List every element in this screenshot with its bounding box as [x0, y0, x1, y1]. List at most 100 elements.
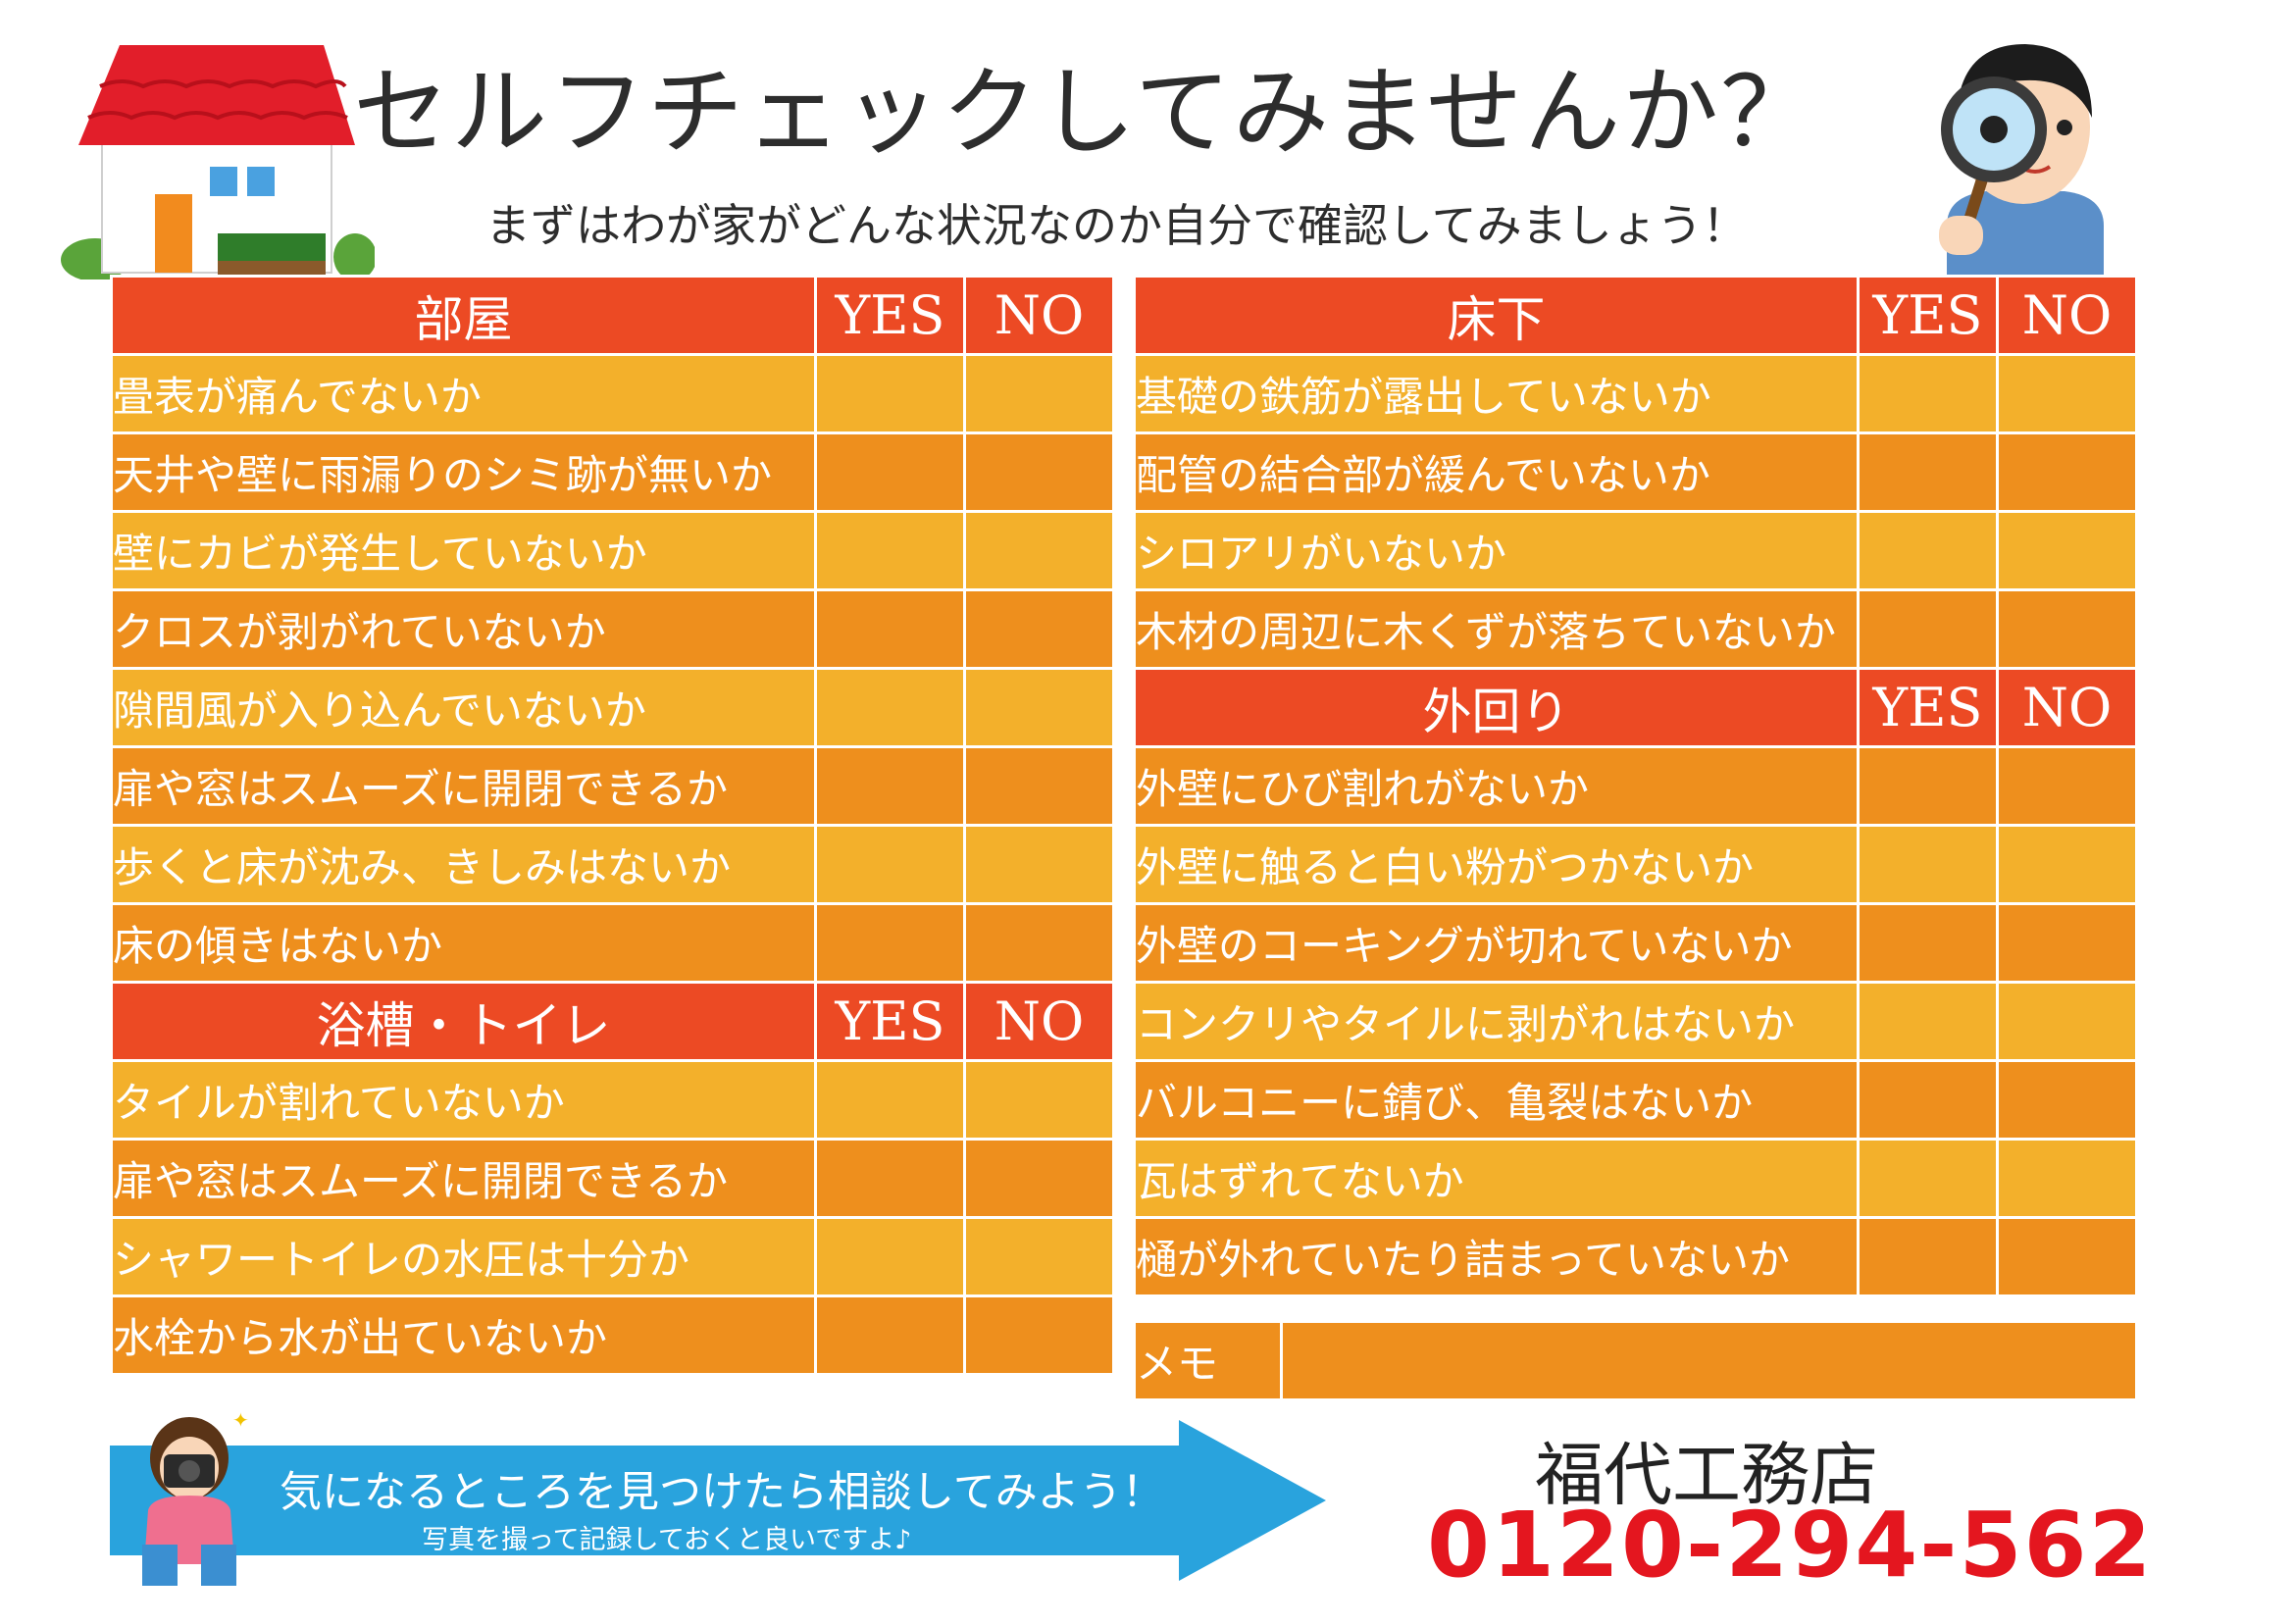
- no-checkbox[interactable]: [1996, 1059, 2138, 1141]
- memo-row: メモ: [1133, 1320, 2138, 1401]
- yes-checkbox[interactable]: [814, 1138, 966, 1219]
- section-header-yukashita: 床下 YES NO: [1133, 275, 2138, 356]
- check-item-label: 水栓から水が出ていないか: [110, 1294, 817, 1376]
- no-checkbox[interactable]: [1996, 510, 2138, 591]
- no-checkbox[interactable]: [963, 824, 1115, 905]
- yes-checkbox[interactable]: [1857, 353, 1999, 434]
- no-checkbox[interactable]: [963, 1059, 1115, 1141]
- memo-field[interactable]: [1280, 1320, 2138, 1401]
- check-item-label: 扉や窓はスムーズに開閉できるか: [110, 745, 817, 827]
- phone-number[interactable]: 0120-294-562: [1427, 1493, 2154, 1598]
- no-checkbox[interactable]: [963, 902, 1115, 984]
- no-checkbox[interactable]: [1996, 902, 2138, 984]
- no-checkbox[interactable]: [963, 1294, 1115, 1376]
- no-checkbox[interactable]: [963, 353, 1115, 434]
- check-row: 基礎の鉄筋が露出していないか: [1133, 353, 2138, 434]
- no-checkbox[interactable]: [1996, 824, 2138, 905]
- page-subtitle: まずはわが家がどんな状況なのか自分で確認してみましょう！: [485, 199, 1748, 252]
- check-item-label: 床の傾きはないか: [110, 902, 817, 984]
- check-row: クロスが剥がれていないか: [110, 588, 1115, 670]
- yes-header: YES: [1857, 667, 1999, 748]
- check-item-label: 壁にカビが発生していないか: [110, 510, 817, 591]
- check-item-label: 外壁にひび割れがないか: [1133, 745, 1860, 827]
- no-checkbox[interactable]: [963, 1138, 1115, 1219]
- check-item-label: 基礎の鉄筋が露出していないか: [1133, 353, 1860, 434]
- svg-text:✦: ✦: [232, 1408, 249, 1432]
- no-checkbox[interactable]: [1996, 588, 2138, 670]
- no-checkbox[interactable]: [963, 745, 1115, 827]
- section-title: 床下: [1133, 275, 1860, 356]
- yes-checkbox[interactable]: [1857, 981, 1999, 1062]
- no-checkbox[interactable]: [963, 588, 1115, 670]
- no-checkbox[interactable]: [1996, 353, 2138, 434]
- check-item-label: 瓦はずれてないか: [1133, 1138, 1860, 1219]
- yes-checkbox[interactable]: [1857, 824, 1999, 905]
- no-checkbox[interactable]: [1996, 745, 2138, 827]
- yes-checkbox[interactable]: [814, 745, 966, 827]
- yes-checkbox[interactable]: [814, 431, 966, 513]
- no-checkbox[interactable]: [963, 510, 1115, 591]
- no-checkbox[interactable]: [1996, 431, 2138, 513]
- no-header: NO: [1996, 275, 2138, 356]
- yes-checkbox[interactable]: [814, 1059, 966, 1141]
- yes-checkbox[interactable]: [814, 824, 966, 905]
- yes-checkbox[interactable]: [814, 1294, 966, 1376]
- check-row: バルコニーに錆び、亀裂はないか: [1133, 1059, 2138, 1141]
- no-checkbox[interactable]: [1996, 1138, 2138, 1219]
- section-title: 浴槽・トイレ: [110, 981, 817, 1062]
- no-checkbox[interactable]: [963, 667, 1115, 748]
- check-row: シャワートイレの水圧は十分か: [110, 1216, 1115, 1297]
- magnifier-boy-illustration: [1939, 44, 2104, 277]
- section-header-sotomawari: 外回り YES NO: [1133, 667, 2138, 748]
- check-row: 壁にカビが発生していないか: [110, 510, 1115, 591]
- yes-checkbox[interactable]: [1857, 1059, 1999, 1141]
- check-item-label: 扉や窓はスムーズに開閉できるか: [110, 1138, 817, 1219]
- yes-checkbox[interactable]: [1857, 431, 1999, 513]
- yes-checkbox[interactable]: [1857, 745, 1999, 827]
- left-checklist: 部屋 YES NO 畳表が痛んでないか 天井や壁に雨漏りのシミ跡が無いか 壁にカ…: [110, 275, 1115, 1376]
- check-row: コンクリやタイルに剥がれはないか: [1133, 981, 2138, 1062]
- yes-checkbox[interactable]: [1857, 902, 1999, 984]
- yes-checkbox[interactable]: [814, 902, 966, 984]
- check-row: 瓦はずれてないか: [1133, 1138, 2138, 1219]
- check-item-label: クロスが剥がれていないか: [110, 588, 817, 670]
- check-row: 隙間風が入り込んでいないか: [110, 667, 1115, 748]
- check-row: 配管の結合部が緩んでいないか: [1133, 431, 2138, 513]
- no-checkbox[interactable]: [963, 431, 1115, 513]
- yes-checkbox[interactable]: [1857, 510, 1999, 591]
- section-header-bath: 浴槽・トイレ YES NO: [110, 981, 1115, 1062]
- yes-checkbox[interactable]: [814, 353, 966, 434]
- yes-header: YES: [814, 981, 966, 1062]
- check-item-label: タイルが割れていないか: [110, 1059, 817, 1141]
- yes-checkbox[interactable]: [1857, 1138, 1999, 1219]
- check-row: 水栓から水が出ていないか: [110, 1294, 1115, 1376]
- check-item-label: コンクリやタイルに剥がれはないか: [1133, 981, 1860, 1062]
- banner-sub-text: 写真を撮って記録しておくと良いですよ♪: [422, 1525, 912, 1555]
- check-row: 歩くと床が沈み、きしみはないか: [110, 824, 1115, 905]
- section-title: 部屋: [110, 275, 817, 356]
- no-checkbox[interactable]: [963, 1216, 1115, 1297]
- no-checkbox[interactable]: [1996, 1216, 2138, 1297]
- check-item-label: 天井や壁に雨漏りのシミ跡が無いか: [110, 431, 817, 513]
- section-header-heya: 部屋 YES NO: [110, 275, 1115, 356]
- yes-header: YES: [1857, 275, 1999, 356]
- check-row: シロアリがいないか: [1133, 510, 2138, 591]
- check-row: 畳表が痛んでないか: [110, 353, 1115, 434]
- right-checklist: 床下 YES NO 基礎の鉄筋が露出していないか 配管の結合部が緩んでいないか …: [1133, 275, 2138, 1297]
- yes-checkbox[interactable]: [814, 1216, 966, 1297]
- yes-checkbox[interactable]: [1857, 1216, 1999, 1297]
- arrow-banner: [110, 1420, 1326, 1581]
- no-checkbox[interactable]: [1996, 981, 2138, 1062]
- yes-checkbox[interactable]: [814, 667, 966, 748]
- house-illustration: [61, 45, 375, 279]
- check-row: 床の傾きはないか: [110, 902, 1115, 984]
- check-row: 扉や窓はスムーズに開閉できるか: [110, 745, 1115, 827]
- yes-checkbox[interactable]: [1857, 588, 1999, 670]
- check-row: 天井や壁に雨漏りのシミ跡が無いか: [110, 431, 1115, 513]
- no-header: NO: [963, 981, 1115, 1062]
- yes-header: YES: [814, 275, 966, 356]
- no-header: NO: [1996, 667, 2138, 748]
- yes-checkbox[interactable]: [814, 510, 966, 591]
- yes-checkbox[interactable]: [814, 588, 966, 670]
- camera-girl-illustration: ✦: [142, 1408, 249, 1586]
